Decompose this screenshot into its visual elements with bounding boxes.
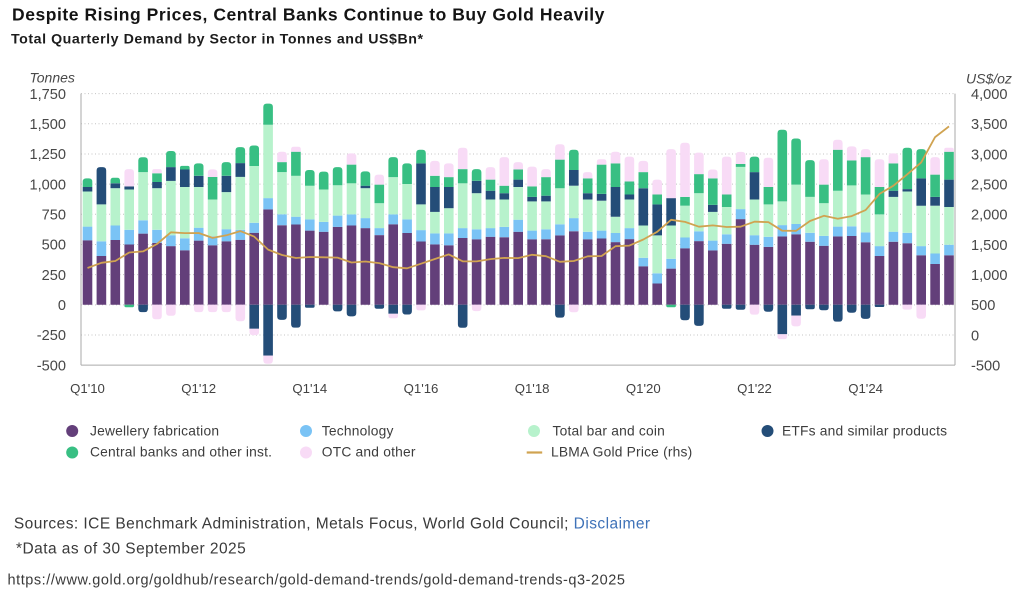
svg-text:1,250: 1,250 (29, 147, 66, 163)
svg-text:-500: -500 (971, 358, 1000, 374)
svg-text:Q1'12: Q1'12 (181, 381, 216, 396)
svg-text:250: 250 (42, 268, 66, 284)
svg-text:Q1'20: Q1'20 (626, 381, 661, 396)
svg-text:Technology: Technology (322, 423, 394, 438)
svg-text:US$/oz: US$/oz (966, 71, 1012, 87)
svg-text:Total Quarterly Demand by Sect: Total Quarterly Demand by Sector in Tonn… (11, 32, 424, 48)
svg-text:1,750: 1,750 (29, 87, 66, 103)
svg-text:Total bar and coin: Total bar and coin (553, 423, 666, 438)
svg-text:Q1'24: Q1'24 (848, 381, 883, 396)
svg-text:Q1'18: Q1'18 (515, 381, 550, 396)
svg-text:3,000: 3,000 (971, 147, 1008, 163)
svg-text:1,000: 1,000 (29, 177, 66, 193)
svg-text:Q1'10: Q1'10 (70, 381, 105, 396)
svg-text:Tonnes: Tonnes (30, 70, 75, 86)
svg-text:1,500: 1,500 (971, 238, 1008, 254)
svg-text:Q1'16: Q1'16 (404, 381, 439, 396)
svg-text:Jewellery fabrication: Jewellery fabrication (90, 423, 219, 438)
svg-text:0: 0 (58, 298, 66, 314)
svg-text:-250: -250 (37, 328, 66, 344)
svg-text:4,000: 4,000 (971, 87, 1008, 103)
svg-text:0: 0 (971, 328, 979, 344)
svg-text:Q1'22: Q1'22 (737, 381, 772, 396)
svg-text:-500: -500 (37, 358, 66, 374)
svg-text:*Data as of 30 September 2025: *Data as of 30 September 2025 (16, 541, 246, 558)
svg-text:Sources: ICE Benchmark Adminis: Sources: ICE Benchmark Administration, M… (14, 516, 651, 533)
svg-text:https://www.gold.org/goldhub/r: https://www.gold.org/goldhub/research/go… (8, 573, 626, 589)
svg-text:Q1'14: Q1'14 (292, 381, 327, 396)
svg-text:LBMA Gold Price (rhs): LBMA Gold Price (rhs) (551, 445, 692, 460)
svg-text:500: 500 (971, 298, 995, 314)
svg-text:OTC and other: OTC and other (322, 445, 416, 460)
svg-text:2,000: 2,000 (971, 208, 1008, 224)
svg-text:1,000: 1,000 (971, 268, 1008, 284)
svg-text:2,500: 2,500 (971, 177, 1008, 193)
svg-text:Despite Rising Prices, Central: Despite Rising Prices, Central Banks Con… (12, 5, 605, 25)
svg-text:ETFs and similar products: ETFs and similar products (782, 423, 947, 438)
svg-text:500: 500 (42, 238, 66, 254)
svg-text:3,500: 3,500 (971, 117, 1008, 133)
svg-text:750: 750 (42, 208, 66, 224)
svg-text:Central banks and other inst.: Central banks and other inst. (90, 445, 272, 460)
svg-text:1,500: 1,500 (29, 117, 66, 133)
